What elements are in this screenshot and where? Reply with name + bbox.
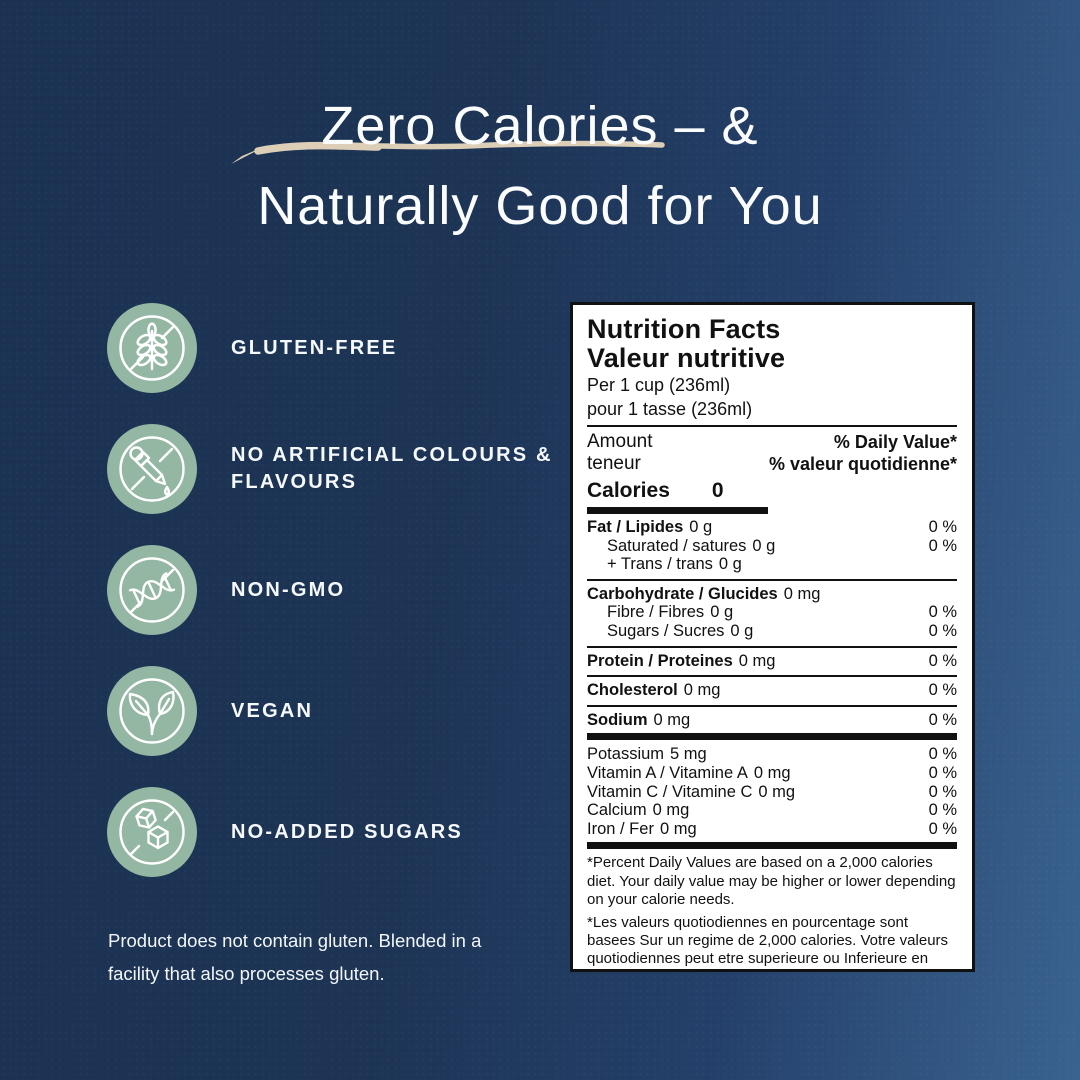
title-line-2: Naturally Good for You bbox=[257, 176, 823, 236]
divider bbox=[587, 675, 957, 678]
leaves-icon bbox=[107, 666, 197, 756]
nutrient-row-fibre: Fibre / Fibres 0 g 0 % bbox=[607, 603, 957, 622]
badge-label: NO-ADDED SUGARS bbox=[231, 820, 463, 843]
title-line-1: Zero Calories – & bbox=[321, 96, 759, 156]
nutrient-row-fat: Fat / Lipides 0 g 0 % bbox=[587, 518, 957, 536]
calories-row: Calories 0 bbox=[587, 479, 957, 503]
thick-divider bbox=[587, 842, 957, 850]
underline-swoosh-icon bbox=[231, 140, 665, 164]
badge-label: GLUTEN-FREE bbox=[231, 336, 398, 359]
nutrient-row-trans: + Trans / trans 0 g bbox=[607, 555, 742, 574]
dna-crossed-icon bbox=[107, 545, 197, 635]
daily-value-footnote-en: *Percent Daily Values are based on a 2,0… bbox=[587, 854, 956, 908]
serving-size-en: Per 1 cup (236ml) bbox=[587, 375, 731, 395]
badge-label: NO ARTIFICIAL COLOURS & FLAVOURS bbox=[231, 444, 553, 493]
wheat-crossed-icon bbox=[107, 303, 197, 393]
serving-size-fr: pour 1 tasse (236ml) bbox=[587, 398, 753, 419]
page-title: Zero Calories – & Naturally Good for You bbox=[0, 86, 1080, 246]
divider bbox=[587, 704, 957, 707]
nutrient-row-cholesterol: Cholesterol 0 mg 0 % bbox=[587, 681, 957, 700]
badge-vegan: VEGAN bbox=[107, 666, 561, 756]
badge-no-added-sugars: NO-ADDED SUGARS bbox=[107, 787, 561, 877]
daily-value-footnote-fr: *Les valeurs quotiodiennes en pourcentag… bbox=[587, 913, 949, 969]
divider bbox=[587, 425, 957, 427]
amount-header: Amount teneur % Daily Value* % valeur qu… bbox=[587, 431, 957, 475]
amount-labels: Amount teneur bbox=[587, 431, 653, 474]
badge-label: VEGAN bbox=[231, 699, 314, 722]
nutrition-title-fr: Valeur nutritive bbox=[587, 343, 786, 373]
daily-value-labels: % Daily Value* % valeur quotidienne* bbox=[768, 432, 957, 474]
nutrient-row-iron: Iron / Fer 0 mg 0 % bbox=[587, 819, 957, 838]
dropper-crossed-icon bbox=[107, 424, 197, 514]
gluten-disclaimer-text: Product does not contain gluten. Blended… bbox=[108, 930, 482, 984]
nutrient-row-sodium: Sodium 0 mg 0 % bbox=[587, 710, 957, 729]
nutrient-row-sugars: Sugars / Sucres 0 g 0 % bbox=[607, 621, 957, 640]
divider bbox=[587, 645, 957, 648]
thick-divider bbox=[587, 733, 957, 741]
nutrient-row-calcium: Calcium 0 mg 0 % bbox=[587, 801, 957, 820]
nutrition-facts-panel: Nutrition Facts Valeur nutritive Per 1 c… bbox=[570, 302, 975, 972]
divider bbox=[587, 578, 957, 581]
calories-label: Calories bbox=[587, 479, 670, 502]
badge-no-artificial-colours-flavours: NO ARTIFICIAL COLOURS & FLAVOURS bbox=[107, 424, 561, 514]
nutrient-row-potassium: Potassium 5 mg 0 % bbox=[587, 745, 957, 764]
nutrient-row-saturated: Saturated / satures 0 g 0 % bbox=[607, 536, 957, 555]
badge-gluten-free: GLUTEN-FREE bbox=[107, 303, 561, 393]
calories-underline bbox=[587, 507, 769, 514]
nutrient-row-protein: Protein / Proteines 0 mg 0 % bbox=[587, 651, 957, 670]
badge-non-gmo: NON-GMO bbox=[107, 545, 561, 635]
sugar-cubes-crossed-icon bbox=[107, 787, 197, 877]
feature-badge-list: GLUTEN-FREE NO ARTIFICIAL COLOURS & FLAV… bbox=[107, 303, 561, 877]
calories-value: 0 bbox=[711, 479, 724, 502]
nutrient-row-carbohydrate: Carbohydrate / Glucides 0 mg bbox=[587, 584, 821, 603]
nutrition-title-en: Nutrition Facts bbox=[587, 314, 781, 344]
badge-label: NON-GMO bbox=[231, 578, 346, 601]
